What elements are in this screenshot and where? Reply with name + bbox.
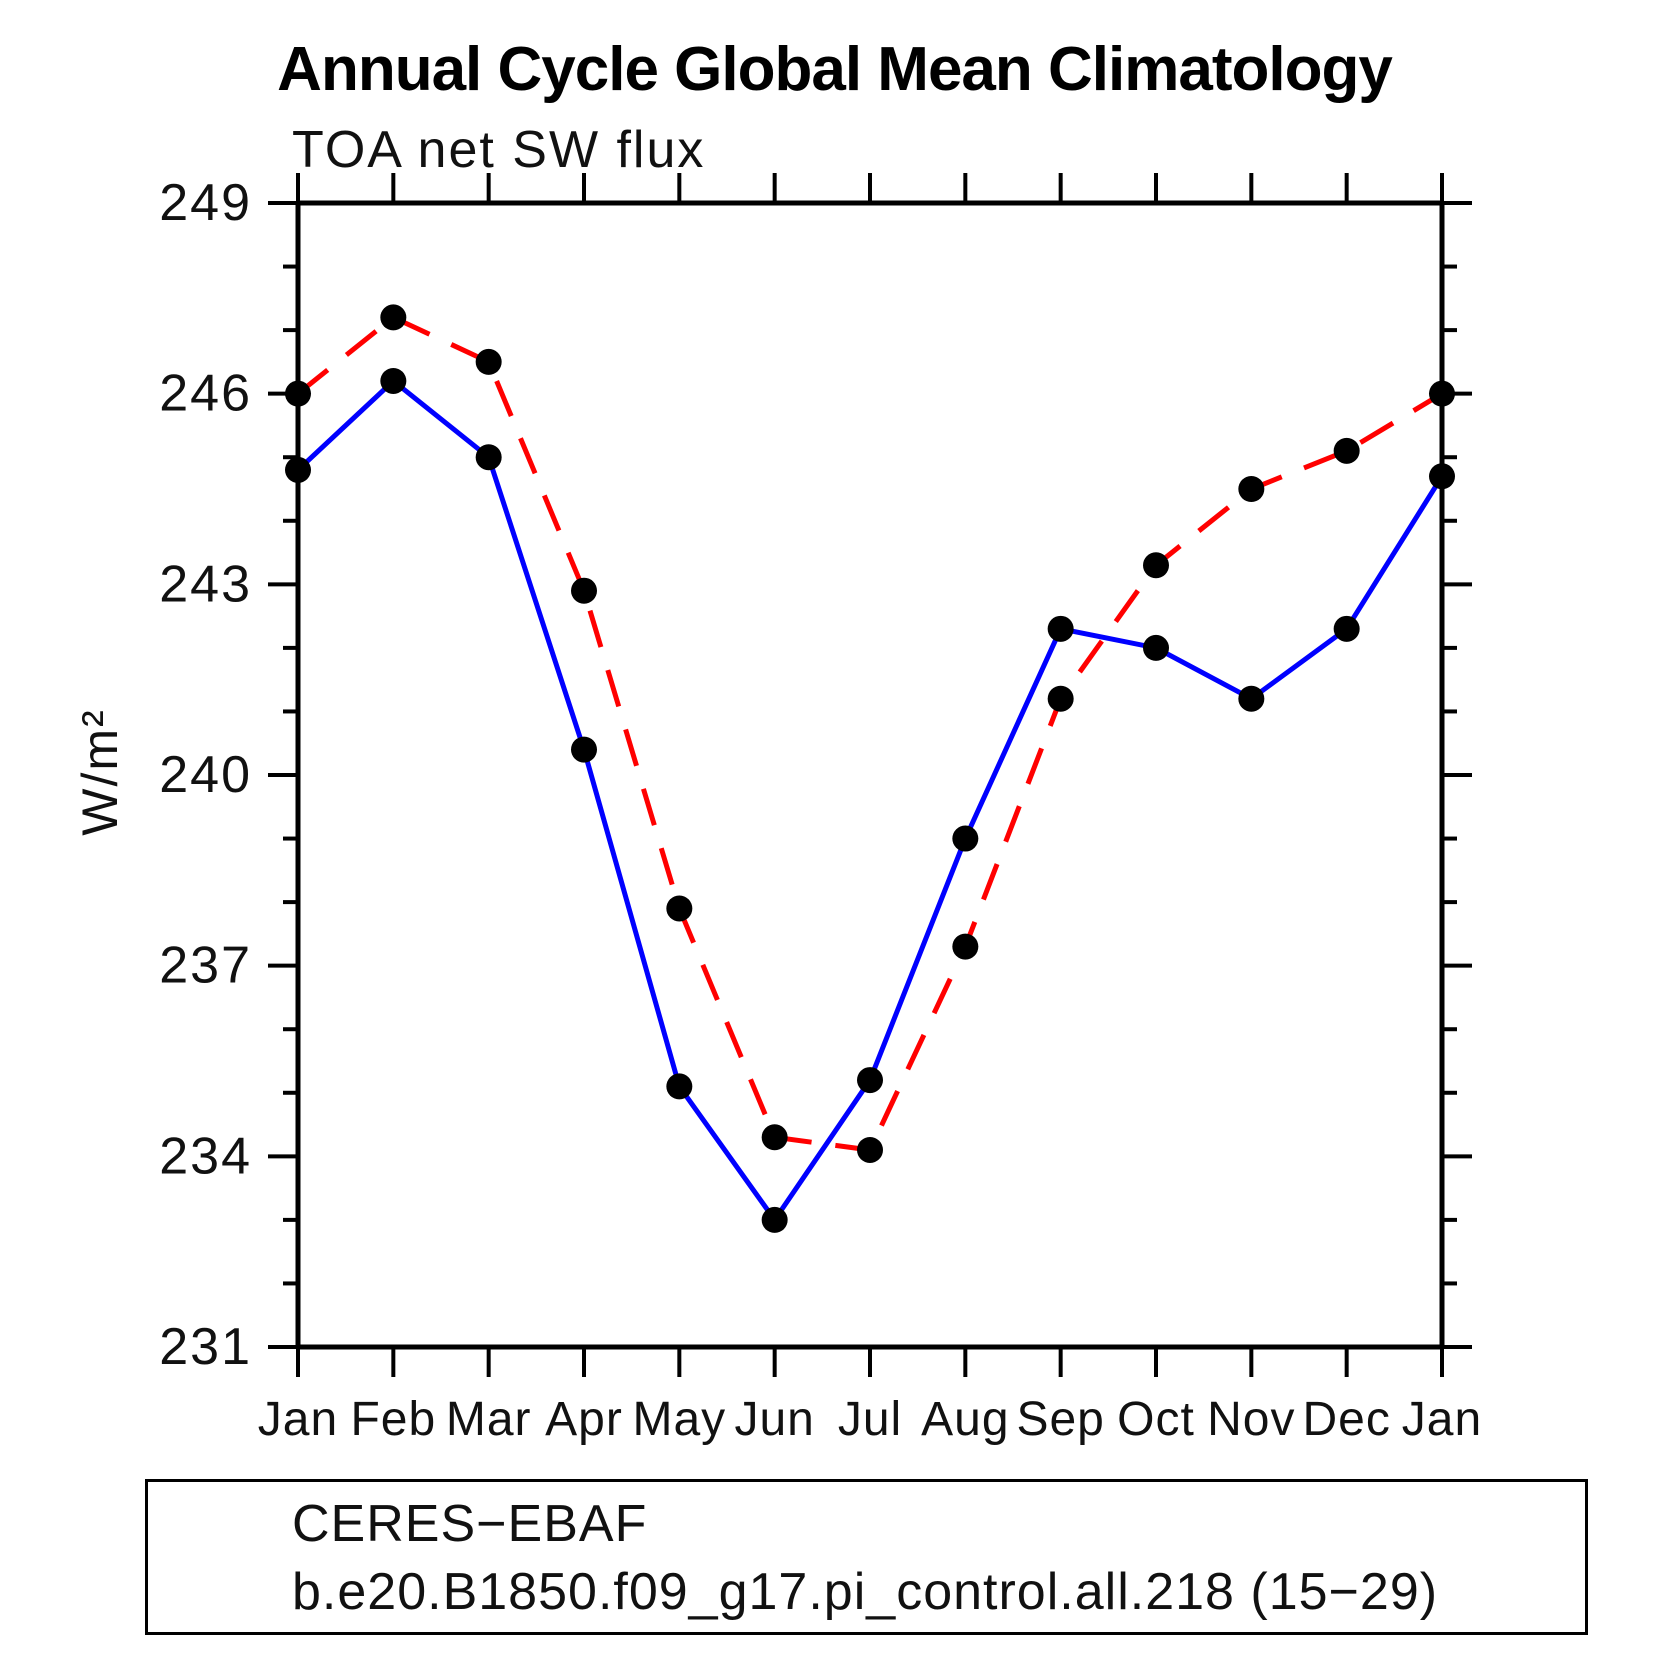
legend-box [145, 1479, 1588, 1635]
data-point-marker [1333, 615, 1360, 642]
x-tick-label: Mar [446, 1393, 532, 1446]
x-tick-label: Aug [921, 1393, 1009, 1446]
y-tick-label: 237 [159, 937, 252, 995]
data-point-marker [380, 304, 407, 331]
y-tick-label: 249 [159, 174, 252, 232]
data-point-marker [1047, 615, 1074, 642]
data-point-marker [285, 456, 311, 483]
y-tick-label: 234 [159, 1127, 252, 1185]
y-tick-label: 246 [159, 365, 252, 423]
x-tick-label: Jan [258, 1393, 338, 1446]
x-tick-label: Feb [350, 1393, 436, 1446]
data-point-marker [380, 367, 407, 394]
legend-label-ceres-ebaf: CERES−EBAF [292, 1495, 648, 1553]
y-tick-label: 243 [159, 555, 252, 613]
data-point-marker [285, 380, 311, 407]
data-point-marker [761, 1124, 788, 1151]
chart-title: Annual Cycle Global Mean Climatology [277, 35, 1393, 104]
series-line [296, 377, 1445, 1225]
x-tick-label: Apr [545, 1393, 623, 1446]
y-tick-label: 240 [159, 746, 252, 804]
y-tick-label: 231 [159, 1318, 252, 1376]
data-point-marker [1429, 463, 1455, 490]
data-point-marker [571, 736, 597, 763]
x-tick-label: Jan [1402, 1393, 1482, 1446]
data-point-marker [952, 933, 979, 960]
chart-subtitle: TOA net SW flux [292, 121, 706, 179]
data-point-marker [1333, 437, 1360, 464]
data-point-marker [1143, 552, 1169, 579]
x-tick-label: Sep [1016, 1393, 1104, 1446]
data-point-marker [1047, 685, 1074, 712]
x-tick-label: May [632, 1393, 726, 1446]
x-tick-label: Jul [838, 1393, 902, 1446]
data-point-marker [666, 1073, 693, 1100]
x-tick-label: Oct [1117, 1393, 1195, 1446]
data-point-marker [857, 1136, 883, 1163]
data-point-marker [666, 895, 693, 922]
data-point-marker [1429, 380, 1455, 407]
data-point-marker [475, 444, 502, 471]
data-point-marker [857, 1067, 883, 1094]
data-point-marker [952, 825, 979, 852]
data-point-marker [1238, 685, 1265, 712]
x-tick-label: Jun [734, 1393, 814, 1446]
x-tick-label: Dec [1302, 1393, 1390, 1446]
data-point-marker [571, 577, 597, 604]
data-point-marker [1238, 476, 1265, 502]
data-point-marker [1143, 634, 1169, 661]
data-point-marker [475, 348, 502, 375]
data-point-marker [761, 1206, 788, 1233]
legend-label-model-run: b.e20.B1850.f09_g17.pi_control.all.218 (… [292, 1563, 1439, 1621]
x-tick-label: Nov [1207, 1393, 1295, 1446]
